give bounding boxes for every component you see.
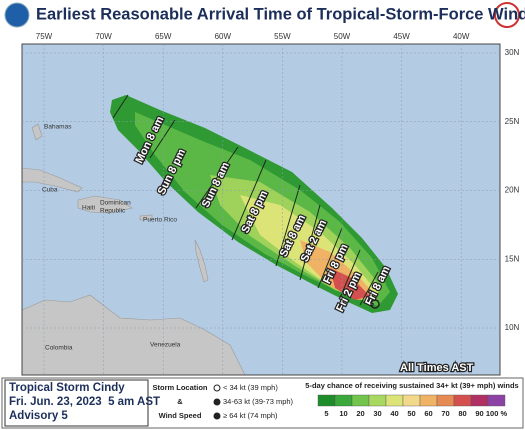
- scale-label: 40: [390, 409, 398, 418]
- legend-symbol-label: 34-63 kt (39-73 mph): [223, 397, 294, 406]
- longitude-label: 65W: [155, 32, 172, 41]
- scale-swatch: [351, 394, 370, 407]
- legend-symbol-label: < 34 kt (39 mph): [223, 383, 278, 392]
- legend-line: &: [177, 397, 183, 406]
- scale-swatch: [334, 394, 353, 407]
- scale-label: 60: [424, 409, 432, 418]
- longitude-label: 55W: [274, 32, 291, 41]
- scale-label: 5: [324, 409, 328, 418]
- latitude-label: 30N: [505, 48, 520, 57]
- scale-label: 100 %: [486, 409, 508, 418]
- latitude-label: 10N: [505, 323, 520, 332]
- scale-swatch: [419, 394, 438, 407]
- scale-label: 10: [339, 409, 347, 418]
- scale-label: 70: [441, 409, 449, 418]
- legend-symbol: [213, 398, 221, 406]
- legend-line: Wind Speed: [159, 411, 202, 420]
- issued: Fri. Jun. 23, 2023 5 am AST: [9, 396, 160, 408]
- noaa-logo: [4, 2, 30, 28]
- legend-symbol-label: ≥ 64 kt (74 mph): [223, 411, 278, 420]
- time-note: All Times AST: [400, 362, 474, 374]
- longitude-label: 45W: [393, 32, 410, 41]
- place-label: Puerto Rico: [143, 217, 177, 224]
- longitude-label: 50W: [334, 32, 351, 41]
- scale-swatch: [385, 394, 404, 407]
- place-label: Venezuela: [150, 342, 181, 349]
- title: Earliest Reasonable Arrival Time of Trop…: [36, 5, 525, 23]
- storm-info-box: [4, 379, 149, 427]
- legend: Storm Location & Wind Speed < 34 kt (39 mph…: [152, 383, 507, 420]
- place-label: Bahamas: [44, 124, 72, 131]
- swath: [110, 94, 398, 313]
- scale-label: 20: [356, 409, 364, 418]
- nws-logo: [494, 2, 520, 28]
- latitude-label: 15N: [505, 254, 520, 263]
- scale-swatch: [317, 394, 336, 407]
- scale-label: 90: [475, 409, 483, 418]
- advisory: Advisory 5: [9, 410, 68, 422]
- longitude-label: 60W: [215, 32, 232, 41]
- scale-label: 50: [407, 409, 415, 418]
- longitude-label: 40W: [453, 32, 470, 41]
- scale-title: 5-day chance of receiving sustained 34+ …: [305, 381, 518, 390]
- scale-label: 30: [373, 409, 381, 418]
- map-frame: [21, 43, 501, 376]
- land: [21, 123, 246, 376]
- legend-symbol: [213, 384, 221, 392]
- storm-name: Tropical Storm Cindy: [9, 382, 125, 394]
- longitude-label: 70W: [95, 32, 112, 41]
- scale-swatch: [487, 394, 506, 407]
- scale-swatch: [453, 394, 472, 407]
- legend-line: Storm Location: [152, 383, 207, 392]
- longitude-label: 75W: [36, 32, 53, 41]
- scale-label: 80: [458, 409, 466, 418]
- place-label: Haiti: [82, 205, 95, 212]
- place-label: Dominican: [100, 200, 131, 207]
- place-label: Cuba: [42, 187, 58, 194]
- place-label: Republic: [100, 208, 126, 215]
- scale-swatch: [402, 394, 421, 407]
- legend-symbol: [213, 412, 221, 420]
- latitude-label: 20N: [505, 186, 520, 195]
- scale-swatch: [436, 394, 455, 407]
- latitude-label: 25N: [505, 117, 520, 126]
- scale-swatch: [470, 394, 489, 407]
- scale-swatch: [368, 394, 387, 407]
- place-label: Colombia: [45, 345, 73, 352]
- storm-location: [370, 299, 380, 309]
